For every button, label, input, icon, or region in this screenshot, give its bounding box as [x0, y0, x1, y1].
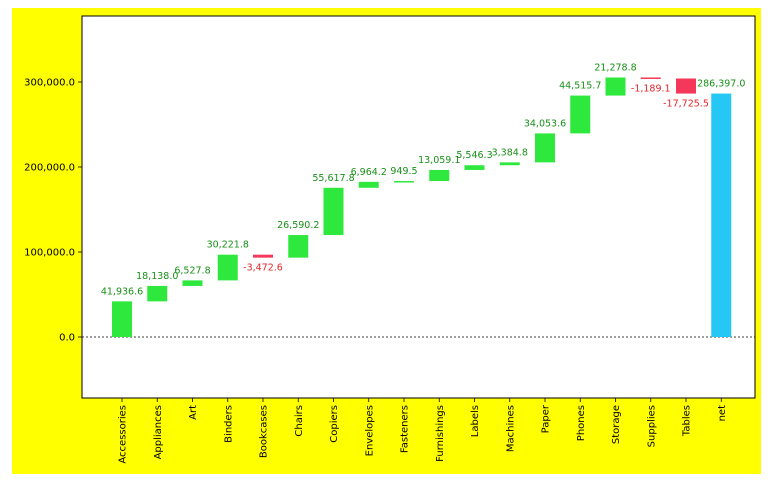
bar-appliances [147, 285, 168, 302]
bar-fasteners [394, 181, 414, 183]
bar-binders [217, 254, 238, 281]
x-tick-label: Chairs [294, 405, 305, 437]
x-tick-label: Tables [682, 405, 693, 437]
x-tick-label: Supplies [646, 405, 657, 447]
x-tick-label: Appliances [153, 405, 164, 459]
y-tick-label: 100,000.0 [24, 248, 75, 259]
bar-machines [499, 162, 520, 166]
value-label: 55,617.8 [312, 173, 354, 184]
value-label: 21,278.8 [594, 62, 636, 73]
bar-supplies [640, 77, 661, 79]
value-label: 6,964.2 [351, 167, 387, 178]
value-label: -1,189.1 [631, 83, 671, 94]
bar-net [711, 93, 732, 337]
x-tick-label: Accessories [118, 405, 129, 464]
bar-art [182, 280, 203, 286]
bar-labels [464, 165, 485, 170]
value-label: 13,059.1 [418, 155, 460, 166]
bar-envelopes [358, 181, 379, 188]
x-tick-label: Copiers [329, 405, 340, 443]
value-label: 41,936.6 [101, 286, 143, 297]
y-tick-label: 0.0 [59, 333, 75, 344]
x-tick-label: Bookcases [259, 405, 270, 458]
x-tick-label: Envelopes [364, 405, 375, 456]
bars [112, 77, 732, 337]
value-label: 5,546.3 [456, 150, 492, 161]
x-tick-label: Binders [223, 405, 234, 443]
x-tick-label: Storage [611, 405, 622, 444]
value-label: 6,527.8 [174, 265, 210, 276]
bar-storage [605, 77, 626, 96]
x-tick-label: Phones [576, 405, 587, 441]
x-tick-label: Paper [541, 404, 552, 433]
y-axis: 0.0 100,000.0 200,000.0 300,000.0 [24, 78, 82, 344]
bar-furnishings [429, 169, 450, 182]
bar-accessories [112, 301, 132, 337]
value-label: 44,515.7 [559, 81, 601, 92]
x-tick-label: Labels [470, 405, 481, 437]
value-label: 30,221.8 [207, 240, 249, 251]
value-label: 26,590.2 [277, 220, 319, 231]
y-tick-label: 300,000.0 [24, 78, 75, 89]
x-tick-label: net [717, 405, 728, 421]
y-tick-label: 200,000.0 [24, 163, 75, 174]
value-label: 949.5 [390, 166, 417, 177]
plot-area [81, 15, 756, 399]
value-label: -17,725.5 [663, 99, 709, 110]
x-tick-label: Fasteners [400, 405, 411, 453]
bar-copiers [323, 187, 344, 236]
value-labels: 41,936.6 18,138.06,527.8 30,221.8 -3,472.6 2… [101, 62, 746, 297]
x-axis: Accessories Appliances Art Binders Bookcases… [118, 398, 728, 464]
value-label: 18,138.0 [136, 271, 178, 282]
bar-tables [676, 78, 696, 94]
bar-paper [535, 133, 555, 163]
bar-phones [570, 95, 591, 134]
x-tick-label: Furnishings [435, 405, 446, 462]
value-label: -3,472.6 [243, 263, 283, 274]
bar-chairs [288, 235, 309, 258]
value-label: 34,053.6 [524, 118, 566, 129]
x-tick-label: Machines [505, 405, 516, 452]
value-label: 286,397.0 [697, 79, 745, 90]
x-tick-label: Art [188, 405, 199, 420]
value-label: 3,384.8 [492, 147, 528, 158]
bar-bookcases [253, 254, 273, 258]
